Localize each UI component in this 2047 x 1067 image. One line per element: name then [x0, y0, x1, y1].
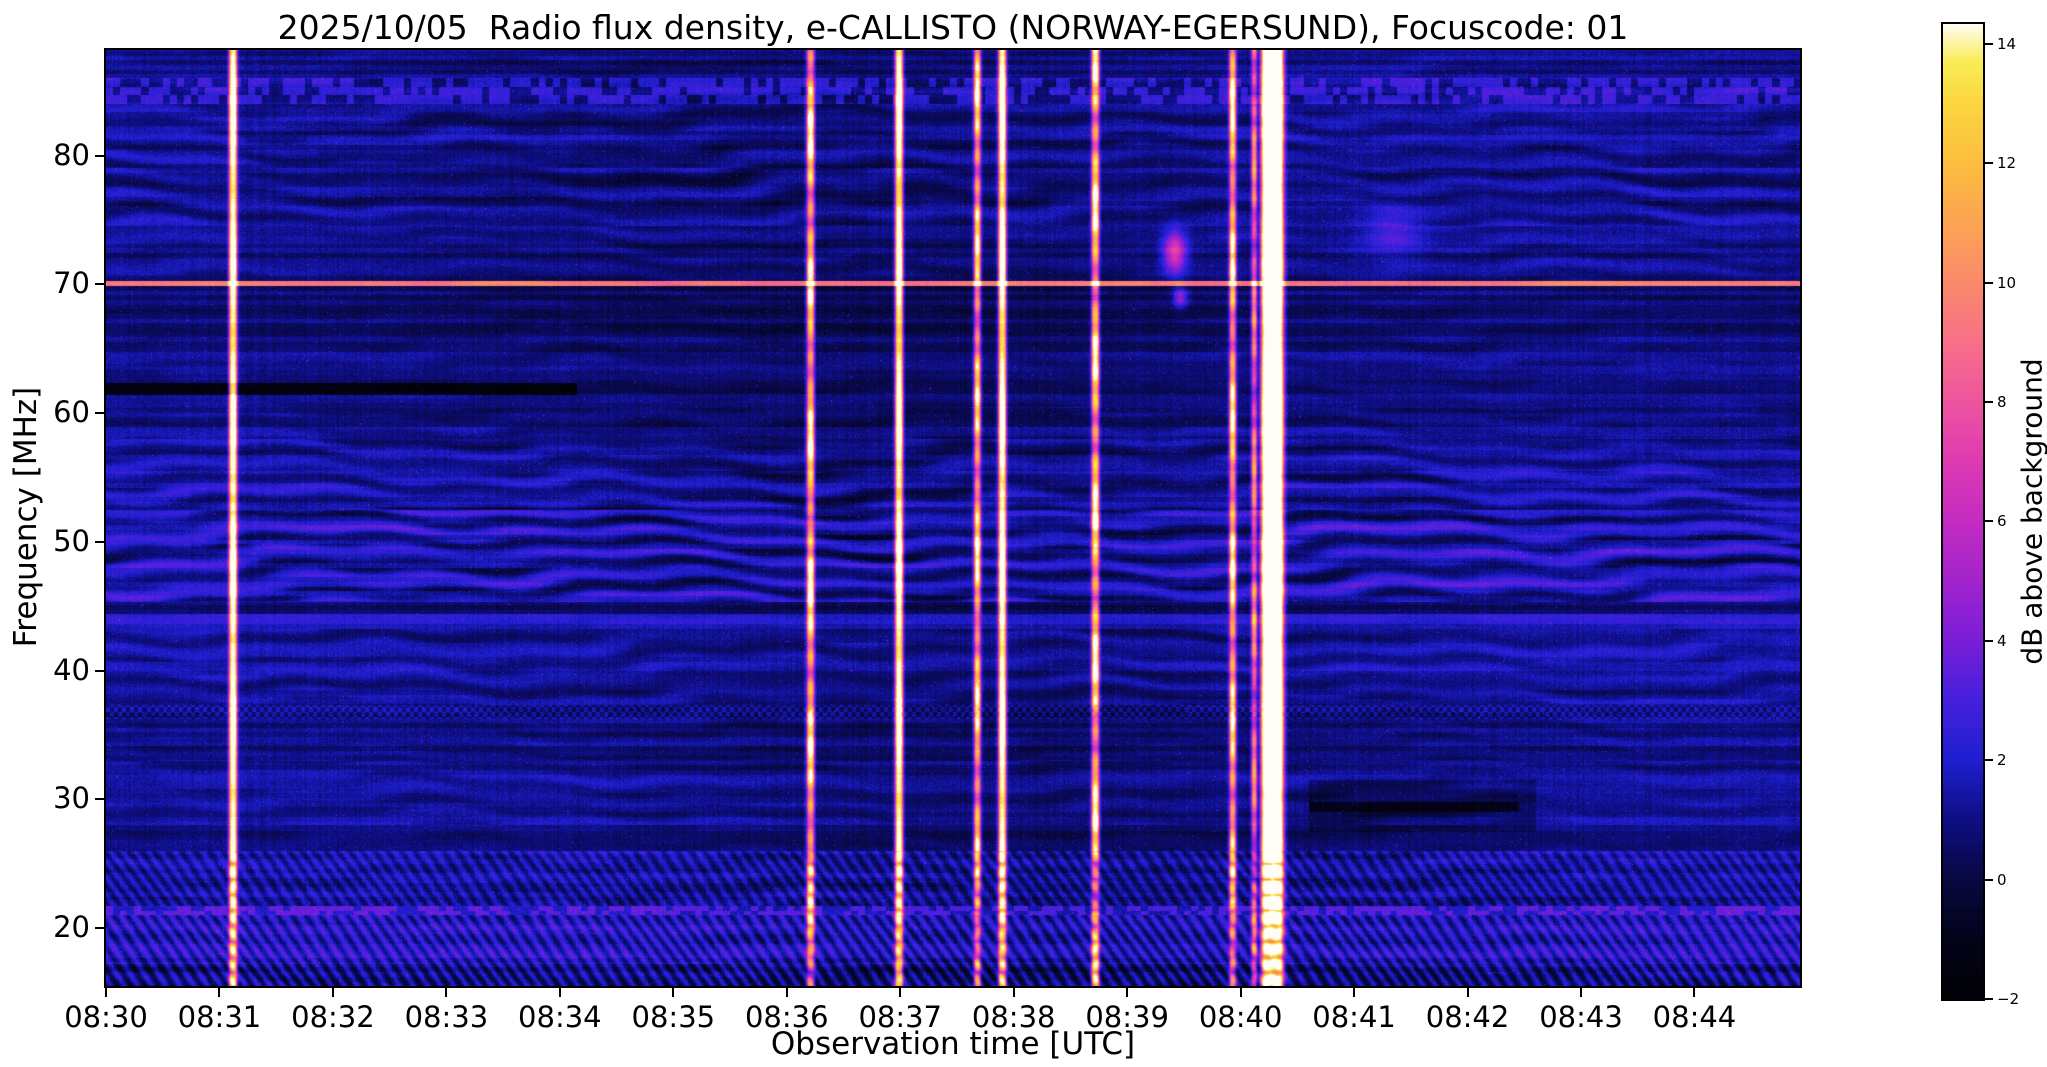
x-tick-mark — [785, 988, 788, 997]
colorbar-tick-mark — [1985, 281, 1993, 284]
y-tick-label: 50 — [53, 523, 90, 558]
colorbar-tick-label: 0 — [1997, 870, 2007, 889]
x-tick-label: 08:41 — [1312, 1000, 1396, 1034]
x-tick-label: 08:37 — [858, 1000, 943, 1034]
colorbar — [1941, 22, 1985, 1001]
colorbar-tick-label: 12 — [1997, 154, 2017, 173]
y-tick-mark — [95, 798, 104, 801]
x-axis-label: Observation time [UTC] — [770, 1026, 1136, 1062]
colorbar-tick-label: 2 — [1997, 751, 2007, 770]
y-tick-label: 30 — [53, 781, 90, 816]
x-tick-mark — [1353, 988, 1356, 997]
y-tick-mark — [95, 669, 104, 672]
y-tick-label: 40 — [53, 652, 90, 687]
colorbar-label: dB above background — [2015, 358, 2047, 665]
colorbar-tick-label: 14 — [1997, 34, 2017, 53]
x-tick-label: 08:38 — [971, 1000, 1056, 1034]
x-tick-mark — [558, 988, 561, 997]
x-tick-label: 08:33 — [404, 1000, 489, 1034]
x-tick-label: 08:34 — [518, 1000, 602, 1034]
colorbar-tick-label: 10 — [1997, 273, 2017, 292]
x-tick-label: 08:40 — [1198, 1000, 1283, 1034]
y-tick-label: 70 — [53, 266, 90, 301]
x-tick-label: 08:30 — [64, 1000, 148, 1034]
colorbar-tick-mark — [1985, 520, 1993, 523]
colorbar-tick-mark — [1985, 998, 1993, 1000]
y-tick-label: 60 — [53, 395, 90, 430]
colorbar-canvas — [1943, 24, 1983, 999]
x-tick-mark — [1693, 988, 1696, 997]
x-tick-label: 08:42 — [1425, 1000, 1510, 1034]
x-tick-label: 08:36 — [744, 1000, 829, 1034]
x-tick-mark — [218, 988, 221, 997]
x-tick-mark — [899, 988, 902, 997]
colorbar-tick-label: 4 — [1997, 631, 2007, 650]
x-tick-mark — [1466, 988, 1469, 997]
colorbar-tick-mark — [1985, 42, 1993, 45]
x-tick-label: 08:43 — [1539, 1000, 1623, 1034]
y-tick-mark — [95, 412, 104, 415]
colorbar-tick-label: −2 — [1997, 990, 2020, 1008]
x-tick-mark — [1580, 988, 1583, 997]
x-tick-label: 08:39 — [1085, 1000, 1169, 1034]
y-tick-mark — [95, 154, 104, 157]
x-tick-label: 08:35 — [631, 1000, 716, 1034]
colorbar-tick-mark — [1985, 759, 1993, 762]
colorbar-tick-label: 6 — [1997, 512, 2007, 531]
x-tick-label: 08:31 — [177, 1000, 262, 1034]
chart-title: 2025/10/05 Radio flux density, e-CALLIST… — [277, 8, 1629, 47]
y-tick-label: 20 — [53, 910, 90, 945]
x-tick-mark — [1012, 988, 1015, 997]
x-tick-label: 08:44 — [1652, 1000, 1737, 1034]
x-tick-mark — [445, 988, 448, 997]
x-tick-mark — [331, 988, 334, 997]
spectrogram-canvas — [106, 50, 1800, 986]
colorbar-tick-mark — [1985, 639, 1993, 642]
plot-area — [104, 48, 1802, 988]
y-tick-mark — [95, 927, 104, 930]
x-tick-mark — [105, 988, 107, 997]
x-tick-mark — [1239, 988, 1242, 997]
x-tick-mark — [1126, 988, 1129, 997]
y-axis-label: Frequency [MHz] — [8, 386, 44, 648]
x-tick-mark — [672, 988, 675, 997]
x-tick-label: 08:32 — [291, 1000, 375, 1034]
y-tick-label: 80 — [53, 137, 90, 172]
y-tick-mark — [95, 540, 104, 543]
y-tick-mark — [95, 283, 104, 286]
colorbar-tick-label: 8 — [1997, 392, 2007, 411]
colorbar-tick-mark — [1985, 878, 1993, 881]
colorbar-tick-mark — [1985, 162, 1993, 165]
colorbar-tick-mark — [1985, 400, 1993, 403]
